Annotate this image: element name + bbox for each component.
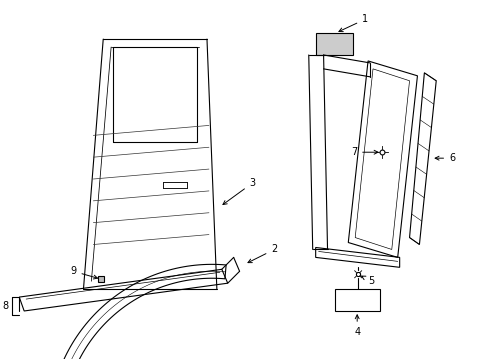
Text: 3: 3 [223, 178, 255, 204]
Text: 9: 9 [70, 266, 97, 279]
Text: 4: 4 [353, 315, 360, 337]
Text: 8: 8 [2, 301, 8, 311]
Bar [335, 289, 379, 311]
Text: 7: 7 [350, 147, 377, 157]
Text: 1: 1 [338, 14, 367, 32]
Text: 6: 6 [434, 153, 454, 163]
Text: 5: 5 [361, 276, 373, 286]
Text: 2: 2 [247, 244, 277, 262]
Bar [315, 33, 352, 55]
